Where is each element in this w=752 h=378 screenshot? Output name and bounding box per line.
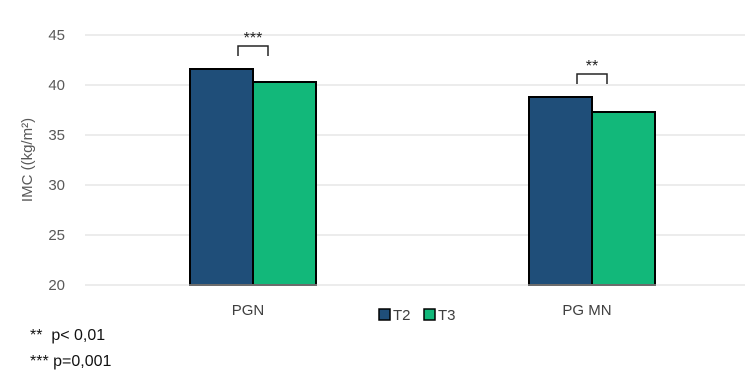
significance-bracket (237, 45, 269, 56)
bars (189, 68, 656, 286)
footnote-p-001: ** p< 0,01 (30, 327, 106, 344)
bar-t3-0 (252, 81, 317, 286)
significance-markers: ***** (237, 30, 608, 84)
bar-t3-1 (591, 111, 656, 286)
y-axis-label: IMC ((kg/m²) (19, 118, 36, 202)
bar-t2-1 (528, 96, 593, 286)
category-label: PGN (232, 302, 265, 319)
y-tick-label: 25 (48, 227, 65, 244)
y-tick-label: 35 (48, 127, 65, 144)
legend-label: T3 (438, 307, 456, 324)
y-tick-label: 20 (48, 277, 65, 294)
legend: T2 T3 (378, 307, 456, 324)
category-labels: PGN PG MN (232, 302, 612, 319)
legend-swatch-t3 (423, 308, 436, 321)
y-axis-ticks: 20 25 30 35 40 45 (48, 27, 65, 294)
legend-swatch-t2 (378, 308, 391, 321)
legend-label: T2 (393, 307, 411, 324)
y-tick-label: 40 (48, 77, 65, 94)
bar-t2-0 (189, 68, 254, 286)
significance-bracket (576, 73, 608, 84)
significance-label: *** (244, 30, 263, 47)
y-tick-label: 45 (48, 27, 65, 44)
footnote-p-0001: *** p=0,001 (30, 353, 112, 370)
y-tick-label: 30 (48, 177, 65, 194)
category-label: PG MN (562, 302, 611, 319)
significance-label: ** (586, 58, 598, 75)
